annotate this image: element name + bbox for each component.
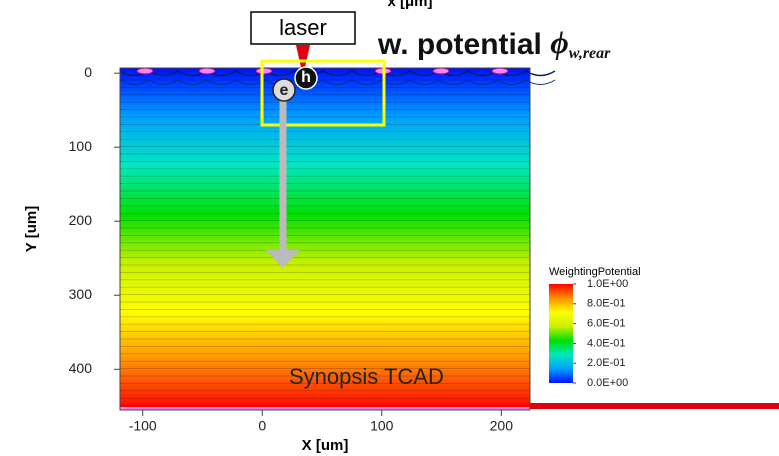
electrode: [255, 67, 273, 75]
colorbar: [549, 284, 573, 383]
electron: [272, 78, 296, 102]
surface-contour: [119, 70, 556, 77]
electrode: [491, 67, 509, 75]
plot-frame: [119, 67, 531, 411]
x-tick-label: 200: [490, 418, 514, 434]
hole-label: h: [301, 69, 311, 86]
colorbar-tick-label: 4.0E-01: [587, 337, 626, 349]
x-tick-label: 100: [370, 418, 394, 434]
colorbar-tick-label: 0.0E+00: [587, 377, 628, 389]
electron-label: e: [280, 82, 289, 99]
title-symbol: ϕ: [550, 24, 569, 60]
electrode: [432, 67, 450, 75]
y-tick-label: 100: [69, 138, 93, 154]
surface-contour: [119, 79, 556, 85]
backside: [120, 407, 530, 410]
x-tick-label: 0: [258, 418, 266, 434]
laser-box: [250, 11, 356, 45]
electrode: [136, 67, 154, 75]
hole: [294, 66, 318, 90]
field: [120, 68, 530, 410]
colorbar-title: WeightingPotential: [549, 266, 641, 278]
colorbar-tick-label: 1.0E+00: [587, 278, 628, 290]
top-label: x [μm]: [387, 0, 432, 10]
x-axis-label: X [um]: [302, 437, 349, 454]
y-tick-label: 0: [84, 64, 92, 80]
electrode: [198, 67, 216, 75]
title-text: w. potential: [377, 28, 550, 61]
colorbar-tick-label: 6.0E-01: [587, 318, 626, 330]
x-tick-label: -100: [129, 418, 157, 434]
y-tick-label: 300: [69, 286, 93, 302]
laser-label: laser: [279, 15, 327, 40]
title-subscript: w,rear: [569, 45, 611, 62]
drift-arrow-head: [266, 250, 300, 268]
y-axis-label: Y [um]: [23, 206, 40, 252]
plot: 0 100 200 300 400 -100 0 100 200 X [um] Y [um] Weig…: [23, 64, 641, 454]
laser-beam: [296, 45, 310, 72]
y-tick-label: 200: [69, 212, 93, 228]
highlight-box: [260, 59, 386, 127]
y-tick-label: 400: [69, 360, 93, 376]
colorbar-tick-label: 2.0E-01: [587, 357, 626, 369]
colorbar-tick-label: 8.0E-01: [587, 298, 626, 310]
software-label: Synopsis TCAD: [289, 364, 444, 389]
title: w. potential ϕw,rear: [377, 24, 611, 61]
